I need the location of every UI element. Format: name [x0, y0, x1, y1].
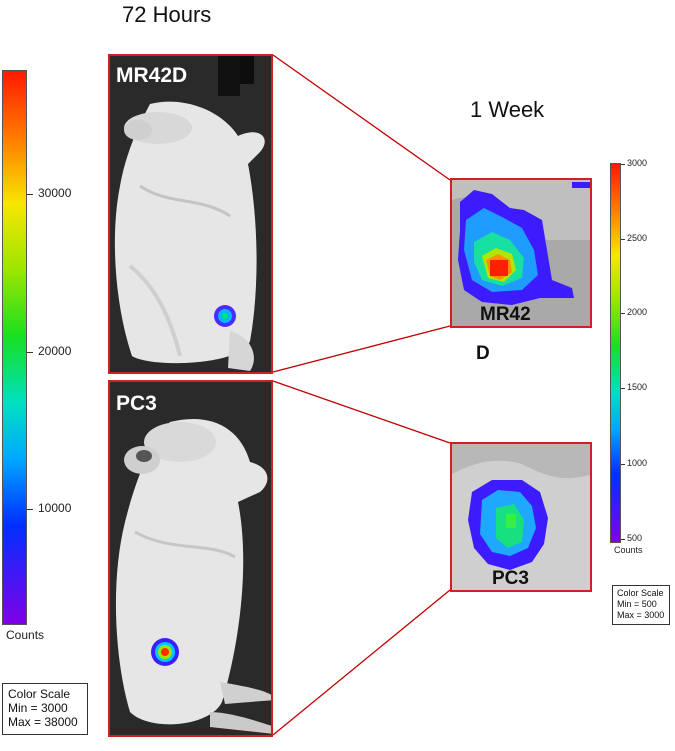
- right-tick-label-1000: 1000: [627, 458, 648, 468]
- right-color-scale-box: Color Scale Min = 500 Max = 3000: [612, 585, 670, 625]
- heading-72-hours: 72 Hours: [122, 2, 212, 27]
- heading-1-week: 1 Week: [470, 97, 545, 122]
- right-tick: [621, 313, 625, 314]
- right-tick: [621, 164, 625, 165]
- left-tick-label-10000: 10000: [38, 501, 72, 515]
- right-tick-label-2000: 2000: [627, 307, 648, 317]
- zoom-image-bottom: [452, 444, 590, 590]
- right-tick-label-1500: 1500: [627, 382, 648, 392]
- panel-label-mr42d: MR42D: [116, 64, 188, 87]
- left-tick-label-20000: 20000: [38, 344, 72, 358]
- right-scale-max: Max = 3000: [617, 610, 665, 620]
- right-tick-label-3000: 3000: [627, 158, 648, 168]
- right-tick: [621, 239, 625, 240]
- zoom-label-d: D: [476, 343, 490, 364]
- zoom-image-top: [452, 180, 590, 326]
- right-scale-title: Color Scale: [617, 588, 664, 598]
- left-scale-title: Color Scale: [8, 687, 71, 701]
- right-tick: [621, 539, 625, 540]
- mouse-panel-pc3: PC3: [108, 380, 273, 737]
- zoom-label-mr42: MR42: [480, 304, 531, 325]
- left-units-label: Counts: [6, 628, 45, 642]
- left-tick: [27, 509, 33, 510]
- left-scale-max: Max = 38000: [8, 715, 78, 729]
- right-color-bar: [610, 163, 621, 543]
- right-scale-min: Min = 500: [617, 599, 657, 609]
- mouse-image-bottom: [110, 382, 271, 735]
- zoom-label-pc3: PC3: [492, 568, 529, 589]
- panel-label-pc3: PC3: [116, 392, 157, 415]
- mouse-panel-mr42d: MR42D: [108, 54, 273, 374]
- right-tick: [621, 464, 625, 465]
- left-color-scale-box: Color Scale Min = 3000 Max = 38000: [2, 683, 88, 735]
- left-tick: [27, 352, 33, 353]
- mouse-image-top: [110, 56, 271, 372]
- right-tick-label-500: 500: [627, 533, 643, 543]
- left-scale-min: Min = 3000: [8, 701, 68, 715]
- right-tick-label-2500: 2500: [627, 233, 648, 243]
- left-color-bar: [2, 70, 27, 625]
- left-tick: [27, 194, 33, 195]
- right-tick: [621, 388, 625, 389]
- left-tick-label-30000: 30000: [38, 186, 72, 200]
- zoom-panel-pc3: PC3: [450, 442, 592, 592]
- right-units-label: Counts: [614, 545, 643, 555]
- zoom-panel-mr42d: MR42: [450, 178, 592, 328]
